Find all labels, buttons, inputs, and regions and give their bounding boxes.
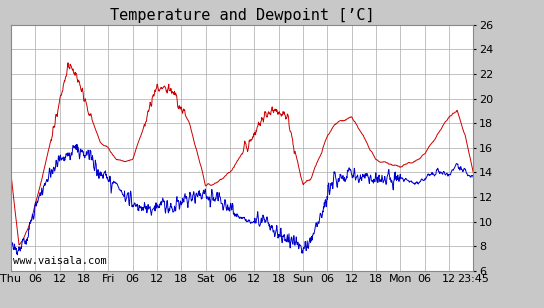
Title: Temperature and Dewpoint [’C]: Temperature and Dewpoint [’C] — [110, 9, 374, 23]
Text: www.vaisala.com: www.vaisala.com — [13, 256, 107, 266]
